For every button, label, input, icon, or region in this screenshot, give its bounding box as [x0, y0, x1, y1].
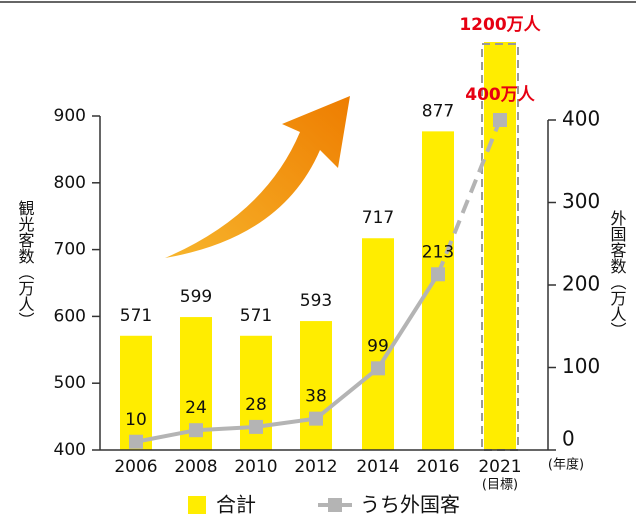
line-value-label: 24	[185, 398, 207, 418]
x-tick-label: 2016	[416, 457, 459, 477]
trend-arrow	[165, 96, 350, 258]
y-tick-label: 600	[54, 306, 86, 326]
x-tick-label: 2012	[294, 457, 337, 477]
line-value-label: 10	[125, 410, 147, 430]
bar	[120, 336, 152, 450]
bar-value-label: 717	[362, 208, 394, 228]
bar-value-label: 599	[180, 287, 212, 307]
x-tick-label: 2006	[114, 457, 157, 477]
marker	[431, 267, 445, 281]
legend-label: 合計	[216, 493, 256, 517]
y2-axis-title: 外国客数（万人）	[608, 210, 627, 338]
y2-tick-label: 0	[562, 427, 575, 451]
y2-tick-label: 300	[562, 189, 600, 213]
y-axis-title: 観光客数（万人）	[16, 200, 35, 328]
x-tick-label: 2014	[356, 457, 399, 477]
line-value-label: 213	[422, 242, 454, 262]
x-tick-label: 2008	[174, 457, 217, 477]
x-tick-label: 2010	[234, 457, 277, 477]
y-tick-label: 700	[54, 240, 86, 260]
x-unit: (年度)	[548, 457, 584, 473]
y-tick-label: 500	[54, 373, 86, 393]
marker	[371, 361, 385, 375]
marker	[309, 412, 323, 426]
y-tick-label: 800	[54, 173, 86, 193]
legend-label: うち外国客	[360, 493, 460, 517]
y2-tick-label: 100	[562, 354, 600, 378]
line-value-label: 38	[305, 387, 327, 407]
y2-tick-label: 200	[562, 272, 600, 296]
line-value-label: 99	[367, 336, 389, 356]
target-label: (目標)	[482, 478, 518, 493]
bar-value-label: 1200万人	[459, 15, 541, 35]
marker	[249, 420, 263, 434]
chart: 観光客数（万人） 外国客数（万人） (年度) 400 500 600 700 800 90…	[0, 0, 636, 529]
marker	[493, 113, 507, 127]
bar-value-label: 571	[240, 306, 272, 326]
y2-tick-label: 400	[562, 107, 600, 131]
bar-value-label: 571	[120, 306, 152, 326]
bar	[484, 0, 516, 450]
bar	[300, 321, 332, 450]
marker	[129, 435, 143, 449]
bar-value-label: 877	[422, 101, 454, 121]
marker	[189, 423, 203, 437]
y-tick-label: 400	[54, 440, 86, 460]
legend-marker	[328, 498, 342, 512]
line-value-label: 28	[245, 395, 267, 415]
x-tick-label: 2021	[478, 457, 521, 477]
line-value-label: 400万人	[465, 85, 535, 105]
legend-swatch	[188, 496, 206, 514]
y-tick-label: 900	[54, 106, 86, 126]
bar-value-label: 593	[300, 291, 332, 311]
